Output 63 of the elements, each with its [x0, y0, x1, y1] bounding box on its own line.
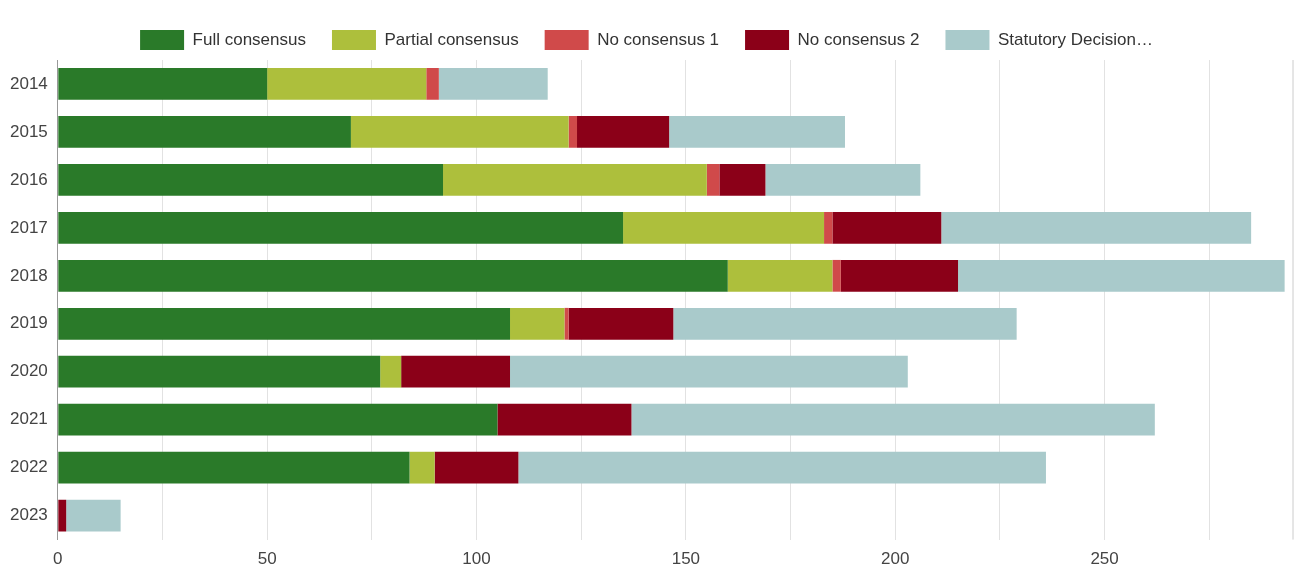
bar [941, 211, 1252, 244]
legend-label: No consensus 2 [797, 29, 920, 49]
x-tick-label: 200 [881, 549, 910, 569]
bar [58, 307, 511, 340]
bar [673, 307, 1017, 340]
y-tick-label: 2018 [9, 265, 48, 285]
x-tick-label: 50 [257, 549, 277, 569]
bar [840, 259, 959, 292]
bar [669, 116, 845, 148]
legend-label: No consensus 1 [597, 29, 720, 49]
bar [267, 68, 427, 100]
y-tick-label: 2022 [9, 457, 48, 477]
bar [832, 259, 841, 292]
bar [497, 403, 632, 436]
bar [568, 307, 674, 340]
bar [58, 164, 444, 196]
x-tick-label: 0 [53, 549, 63, 569]
y-tick-label: 2015 [9, 121, 48, 141]
bar [958, 259, 1285, 292]
y-tick-label: 2014 [9, 73, 48, 93]
bar [58, 68, 268, 100]
bar [518, 451, 1046, 484]
bar [438, 68, 548, 100]
bar [765, 164, 921, 196]
legend-label: Statutory Decision… [997, 29, 1153, 49]
bar [568, 116, 578, 148]
bar [434, 451, 519, 484]
y-tick-label: 2023 [9, 505, 48, 525]
y-tick-label: 2017 [9, 217, 48, 237]
bar [58, 451, 410, 484]
bar [380, 355, 402, 388]
bar [58, 211, 624, 244]
bar [577, 116, 670, 148]
x-tick-label: 250 [1090, 549, 1119, 569]
bar [727, 259, 833, 292]
bar [824, 211, 833, 244]
bar [443, 164, 707, 196]
bar [66, 499, 121, 532]
y-tick-label: 2021 [9, 409, 48, 429]
legend-label: Partial consensus [384, 29, 519, 49]
bar [401, 355, 511, 388]
x-tick-label: 150 [671, 549, 701, 569]
bar [623, 211, 825, 244]
bar [564, 307, 569, 340]
bar [58, 403, 498, 436]
bar [510, 355, 908, 388]
bar [58, 259, 728, 292]
bar [719, 164, 766, 196]
bar [832, 211, 942, 244]
bar [706, 164, 720, 196]
bar [510, 307, 565, 340]
bar [58, 499, 67, 532]
y-tick-label: 2019 [9, 313, 48, 333]
bar [58, 116, 351, 148]
y-tick-label: 2020 [9, 361, 48, 381]
bar [631, 403, 1155, 436]
bar [350, 116, 569, 148]
bar [426, 68, 439, 100]
bar [409, 451, 435, 484]
y-tick-label: 2016 [9, 169, 48, 189]
bar [58, 355, 381, 388]
legend-label: Full consensus [192, 29, 306, 49]
x-tick-label: 100 [462, 549, 491, 569]
